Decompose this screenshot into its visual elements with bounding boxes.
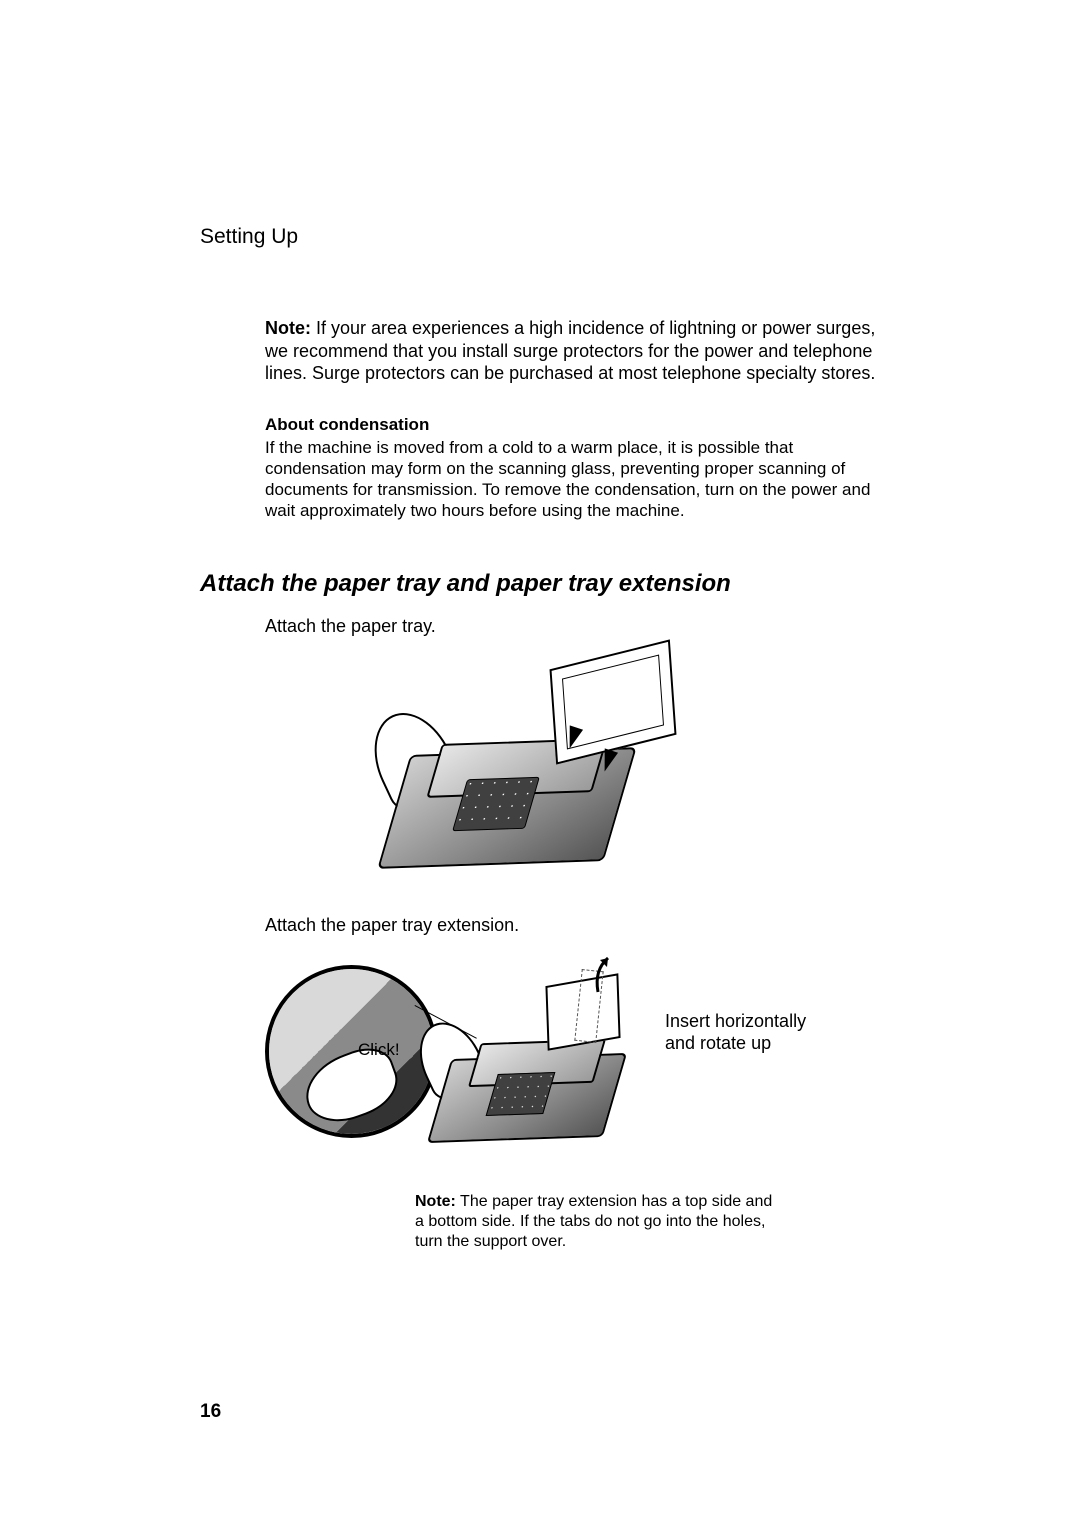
insert-rotate-label: Insert horizontally and rotate up	[665, 1010, 825, 1055]
tray-instruction-2: Attach the paper tray extension.	[265, 915, 880, 936]
figure-tray-extension-art: Click!	[265, 950, 635, 1150]
chapter-title: Setting Up	[200, 225, 880, 249]
rotate-arrow-icon	[592, 952, 622, 997]
manual-page: Setting Up Note: If your area experience…	[0, 0, 1080, 1528]
lightning-note: Note: If your area experiences a high in…	[265, 317, 880, 385]
condensation-title: About condensation	[265, 415, 880, 435]
condensation-body: If the machine is moved from a cold to a…	[265, 437, 880, 522]
fax-machine-icon	[420, 990, 630, 1140]
condensation-block: About condensation If the machine is mov…	[265, 415, 880, 522]
tray-extension-note: Note: The paper tray extension has a top…	[415, 1192, 775, 1252]
note-label: Note:	[265, 318, 311, 338]
page-number: 16	[200, 1401, 221, 1423]
section-title: Attach the paper tray and paper tray ext…	[200, 570, 880, 598]
tray-instruction-1: Attach the paper tray.	[265, 616, 880, 637]
figure-tray-extension: Click! Insert horizontally and rotate up	[265, 950, 815, 1160]
note-label: Note:	[415, 1193, 456, 1210]
note-body: The paper tray extension has a top side …	[415, 1193, 772, 1250]
note-body: If your area experiences a high incidenc…	[265, 318, 875, 383]
figure-paper-tray	[365, 655, 675, 875]
